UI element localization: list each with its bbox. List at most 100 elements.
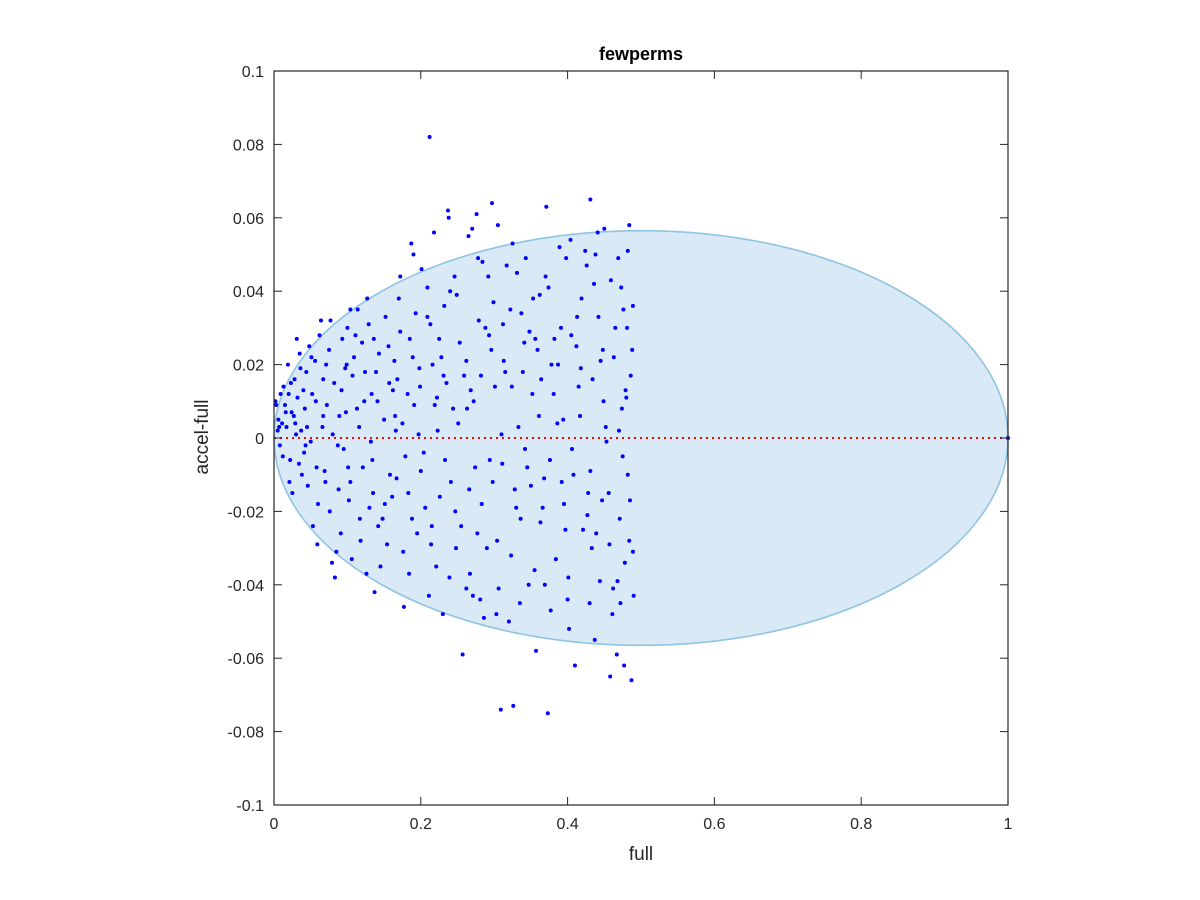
data-point xyxy=(297,351,302,356)
data-point xyxy=(353,333,358,338)
data-point xyxy=(371,491,376,496)
data-point xyxy=(357,516,362,521)
y-tick-label: 0.1 xyxy=(242,64,264,81)
data-point xyxy=(459,524,464,529)
data-point xyxy=(600,498,605,503)
data-point xyxy=(611,355,616,360)
data-point xyxy=(362,399,367,404)
data-point xyxy=(542,476,547,481)
data-point xyxy=(302,406,307,411)
data-point xyxy=(600,347,605,352)
data-point xyxy=(386,344,391,349)
data-point xyxy=(323,480,328,485)
data-point xyxy=(332,575,337,580)
data-point xyxy=(569,333,574,338)
data-point xyxy=(531,296,536,301)
data-point xyxy=(480,259,485,264)
data-point xyxy=(559,480,564,485)
y-tick-label: 0 xyxy=(255,431,264,448)
data-point xyxy=(578,366,583,371)
data-point xyxy=(425,285,430,290)
data-point xyxy=(288,458,293,463)
data-point xyxy=(443,458,448,463)
data-point xyxy=(553,557,558,562)
data-point xyxy=(350,373,355,378)
data-point xyxy=(623,388,628,393)
data-point xyxy=(383,314,388,319)
data-point xyxy=(467,487,472,492)
data-point xyxy=(601,399,606,404)
data-point xyxy=(338,531,343,536)
data-point xyxy=(310,391,315,396)
data-point xyxy=(334,549,339,554)
data-point xyxy=(527,329,532,334)
data-point xyxy=(348,307,353,312)
data-point xyxy=(366,322,371,327)
data-point xyxy=(530,391,535,396)
data-point xyxy=(360,465,365,470)
data-point xyxy=(437,336,442,341)
data-point xyxy=(354,406,359,411)
y-tick-label: 0.08 xyxy=(233,137,264,154)
data-point xyxy=(617,516,622,521)
data-point xyxy=(511,703,516,708)
data-point xyxy=(619,285,624,290)
data-point xyxy=(498,707,503,712)
data-point xyxy=(622,663,627,668)
data-point xyxy=(401,604,406,609)
y-axis-title: accel-full xyxy=(192,400,213,475)
data-point xyxy=(432,402,437,407)
data-point xyxy=(327,347,332,352)
x-axis-title: full xyxy=(629,844,653,865)
data-point xyxy=(427,135,432,140)
data-point xyxy=(512,487,517,492)
data-point xyxy=(598,358,603,363)
data-point xyxy=(303,443,308,448)
data-point xyxy=(603,424,608,429)
data-point xyxy=(283,402,288,407)
data-point xyxy=(448,480,453,485)
data-point xyxy=(464,358,469,363)
data-point xyxy=(360,340,365,345)
data-point xyxy=(322,469,327,474)
data-point xyxy=(532,568,537,573)
data-point xyxy=(616,256,621,261)
data-point xyxy=(305,483,310,488)
data-point xyxy=(566,575,571,580)
data-point xyxy=(587,601,592,606)
data-point xyxy=(417,366,422,371)
data-point xyxy=(291,413,296,418)
data-point xyxy=(628,373,633,378)
data-point xyxy=(597,579,602,584)
data-point xyxy=(630,303,635,308)
data-point xyxy=(514,505,519,510)
data-point xyxy=(620,454,625,459)
data-point xyxy=(339,388,344,393)
data-point xyxy=(622,560,627,565)
data-point xyxy=(494,612,499,617)
data-point xyxy=(533,336,538,341)
data-point xyxy=(543,274,548,279)
data-point xyxy=(432,230,437,235)
data-point xyxy=(624,395,629,400)
data-point xyxy=(416,432,421,437)
data-point xyxy=(277,443,282,448)
data-point xyxy=(631,593,636,598)
data-point xyxy=(335,443,340,448)
data-point xyxy=(481,615,486,620)
data-point xyxy=(456,421,461,426)
data-point xyxy=(310,524,315,529)
data-point xyxy=(528,483,533,488)
x-tick-label: 0.8 xyxy=(850,816,872,833)
data-point xyxy=(363,369,368,374)
data-point xyxy=(407,571,412,576)
data-point xyxy=(349,557,354,562)
data-point xyxy=(307,344,312,349)
data-point xyxy=(293,421,298,426)
data-point xyxy=(625,472,630,477)
data-point xyxy=(465,406,470,411)
data-point xyxy=(614,652,619,657)
data-point xyxy=(387,380,392,385)
data-point xyxy=(474,212,479,217)
